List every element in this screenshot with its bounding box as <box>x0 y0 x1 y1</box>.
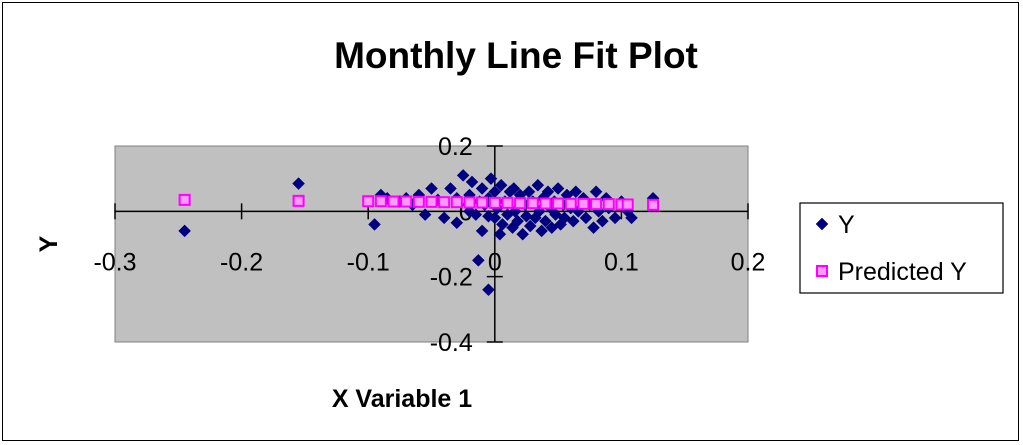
predicted-y-point <box>463 196 476 209</box>
x-tick-label: -0.3 <box>93 248 136 276</box>
legend: Y Predicted Y <box>799 202 1004 294</box>
x-tick-label: -0.2 <box>220 248 263 276</box>
y-point <box>418 208 432 221</box>
predicted-y-point <box>425 195 438 208</box>
y-point <box>516 227 530 241</box>
legend-marker-predicted-y <box>816 265 828 277</box>
y-point <box>535 224 548 238</box>
legend-marker-y <box>815 217 829 231</box>
y-point <box>425 182 438 195</box>
predicted-y-point <box>488 196 501 209</box>
y-point <box>608 211 622 225</box>
predicted-y-point <box>501 196 514 209</box>
predicted-y-point <box>552 197 565 210</box>
y-point <box>471 253 485 267</box>
y-point <box>566 214 580 228</box>
plot-area <box>114 145 749 343</box>
y-point <box>579 211 593 225</box>
legend-label-predicted-y: Predicted Y <box>838 258 967 286</box>
y-point <box>469 208 483 221</box>
y-point <box>587 221 600 235</box>
x-tick-labels: -0.3 -0.2 -0.1 0 0.1 0.2 <box>93 248 765 276</box>
y-point <box>625 211 638 225</box>
y-point <box>456 169 470 182</box>
y-tick-labels: 0.20-0.2-0.4 <box>430 133 473 357</box>
x-tick-label: 0.2 <box>731 248 766 276</box>
y-point <box>178 224 191 238</box>
predicted-y-point <box>514 197 527 210</box>
predicted-y-point <box>621 198 634 211</box>
y-point <box>450 216 464 230</box>
y-point <box>482 283 495 297</box>
y-point <box>511 214 524 228</box>
y-point <box>494 178 508 192</box>
predicted-y-point <box>292 194 305 207</box>
legend-box <box>799 202 1004 294</box>
predicted-y-point <box>602 198 615 211</box>
y-point <box>569 185 583 199</box>
predicted-y-point <box>577 197 590 210</box>
predicted-y-point <box>450 196 463 209</box>
predicted-y-point <box>476 196 489 209</box>
y-tick-label: 0.2 <box>438 133 473 161</box>
y-point <box>465 175 479 189</box>
y-point <box>507 182 521 195</box>
y-point <box>292 177 305 190</box>
x-axis-title: X Variable 1 <box>332 385 472 413</box>
y-point <box>493 227 507 241</box>
predicted-y-point <box>178 193 191 206</box>
y-point <box>596 214 609 228</box>
y-point <box>523 219 537 233</box>
predicted-y-point <box>526 197 539 210</box>
predicted-y-point <box>412 195 425 208</box>
predicted-y-point <box>564 197 577 210</box>
predicted-y-point <box>362 195 375 208</box>
chart-title: Monthly Line Fit Plot <box>334 35 698 76</box>
y-point <box>589 185 603 199</box>
y-point <box>437 211 451 225</box>
x-tick-label: 0.1 <box>604 248 639 276</box>
legend-label-y: Y <box>838 211 855 239</box>
y-point <box>531 178 545 192</box>
y-point <box>475 224 489 238</box>
predicted-y-point <box>539 197 552 210</box>
predicted-y-point <box>400 195 413 208</box>
y-point <box>484 172 498 186</box>
y-point <box>444 182 457 195</box>
predicted-y-point <box>387 195 400 208</box>
y-tick-label: -0.4 <box>430 329 473 357</box>
y-point <box>368 218 381 231</box>
x-tick-label: -0.1 <box>347 248 390 276</box>
predicted-y-point <box>590 198 603 211</box>
legend-items: Y Predicted Y <box>815 211 967 286</box>
y-point <box>488 211 502 225</box>
y-point <box>551 182 565 195</box>
y-point <box>539 214 552 228</box>
predicted-y-point <box>647 198 660 211</box>
y-point <box>496 218 509 231</box>
y-point <box>475 182 489 195</box>
predicted-y-point <box>374 195 387 208</box>
predicted-y-point <box>438 196 451 209</box>
x-tick-label: 0 <box>488 248 502 276</box>
y-axis-title: Y <box>35 235 63 252</box>
series-predicted-y-points <box>178 193 660 211</box>
y-tick-label: -0.2 <box>430 264 473 292</box>
y-point <box>520 209 533 223</box>
